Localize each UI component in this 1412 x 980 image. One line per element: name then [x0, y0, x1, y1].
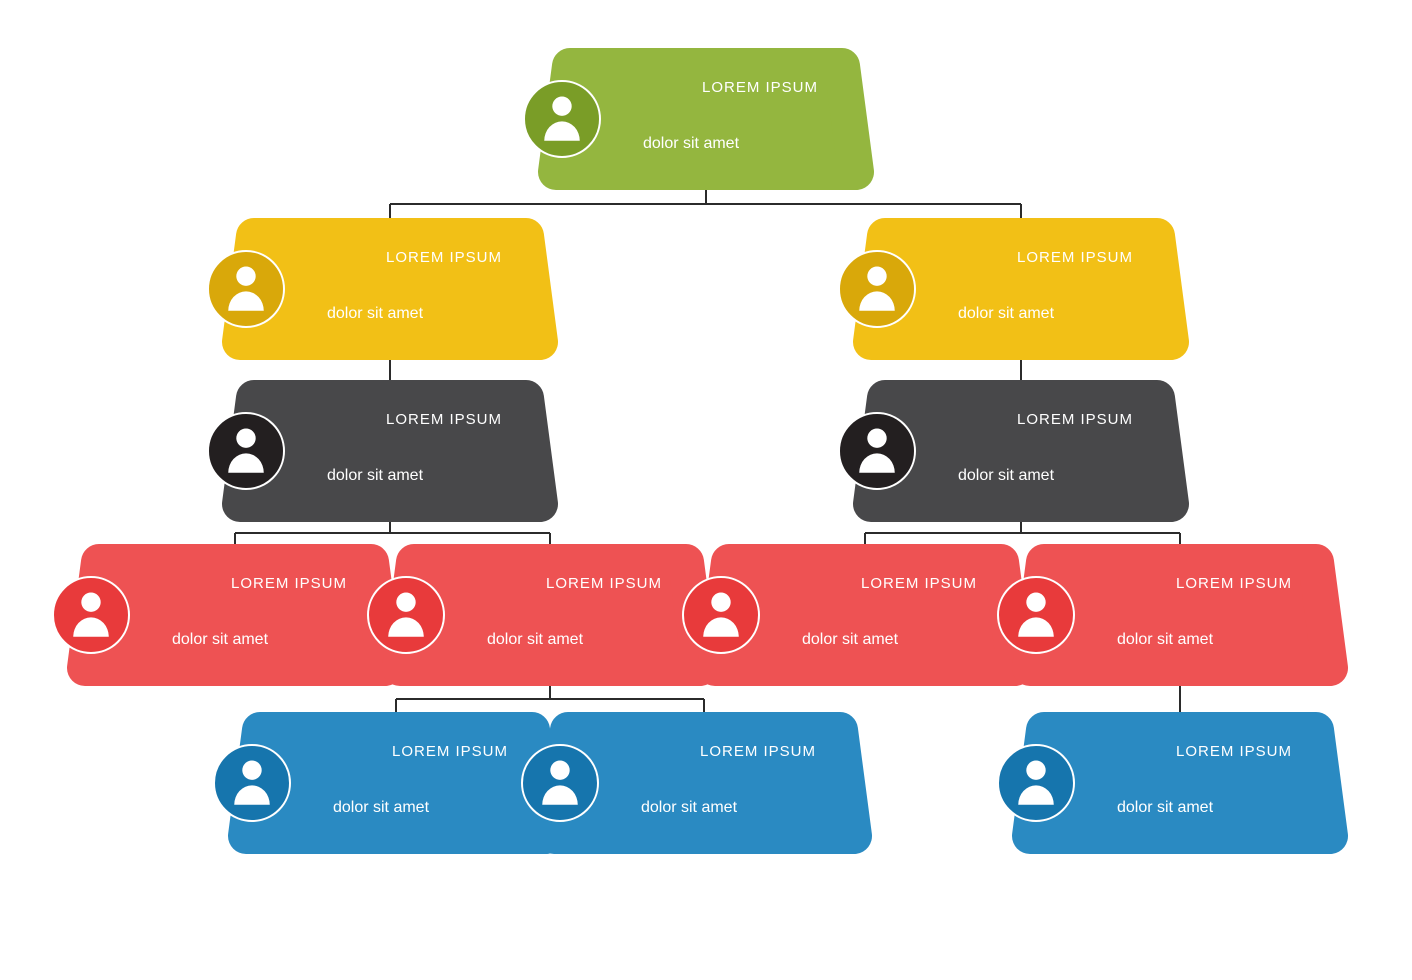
node-subtitle: dolor sit amet	[487, 631, 584, 648]
node-title: LOREM IPSUM	[386, 411, 502, 428]
node-subtitle: dolor sit amet	[958, 305, 1055, 322]
node-subtitle: dolor sit amet	[643, 135, 740, 152]
node-title: LOREM IPSUM	[546, 575, 662, 592]
avatar-circle	[522, 745, 598, 821]
org-chart: LOREM IPSUM dolor sit amet LOREM IPSUM dolo…	[0, 0, 1412, 980]
avatar-circle	[214, 745, 290, 821]
avatar-circle	[208, 413, 284, 489]
node-title: LOREM IPSUM	[1176, 743, 1292, 760]
node-title: LOREM IPSUM	[231, 575, 347, 592]
avatar-circle	[998, 577, 1074, 653]
org-node: LOREM IPSUM dolor sit amet	[524, 0, 955, 172]
nodes: LOREM IPSUM dolor sit amet LOREM IPSUM dolo…	[53, 0, 1412, 836]
node-subtitle: dolor sit amet	[958, 467, 1055, 484]
node-subtitle: dolor sit amet	[172, 631, 269, 648]
org-node: LOREM IPSUM dolor sit amet	[839, 141, 1270, 342]
node-title: LOREM IPSUM	[1017, 411, 1133, 428]
node-subtitle: dolor sit amet	[1117, 631, 1214, 648]
node-subtitle: dolor sit amet	[327, 305, 424, 322]
node-subtitle: dolor sit amet	[327, 467, 424, 484]
avatar-circle	[839, 251, 915, 327]
node-subtitle: dolor sit amet	[641, 799, 738, 816]
node-subtitle: dolor sit amet	[802, 631, 899, 648]
node-title: LOREM IPSUM	[700, 743, 816, 760]
avatar-circle	[683, 577, 759, 653]
avatar-circle	[839, 413, 915, 489]
node-title: LOREM IPSUM	[1176, 575, 1292, 592]
avatar-circle	[208, 251, 284, 327]
avatar-circle	[998, 745, 1074, 821]
node-subtitle: dolor sit amet	[333, 799, 430, 816]
node-title: LOREM IPSUM	[1017, 249, 1133, 266]
node-title: LOREM IPSUM	[386, 249, 502, 266]
avatar-circle	[53, 577, 129, 653]
node-subtitle: dolor sit amet	[1117, 799, 1214, 816]
node-title: LOREM IPSUM	[702, 79, 818, 96]
avatar-circle	[524, 81, 600, 157]
node-title: LOREM IPSUM	[392, 743, 508, 760]
node-title: LOREM IPSUM	[861, 575, 977, 592]
avatar-circle	[368, 577, 444, 653]
